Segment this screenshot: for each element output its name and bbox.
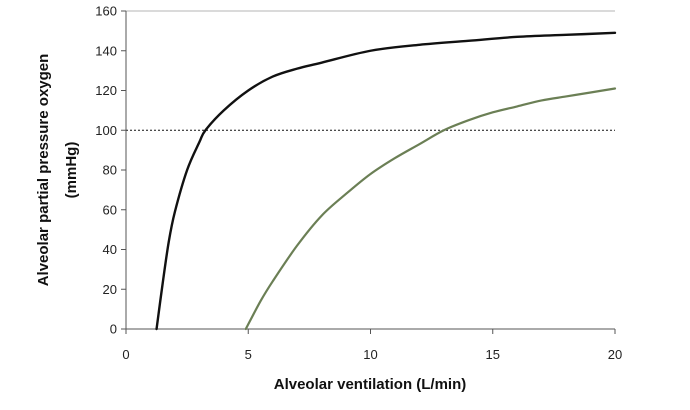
x-axis-title: Alveolar ventilation (L/min) [274, 376, 467, 393]
y-axis-title: Alveolar partial pressure oxygen [35, 54, 52, 287]
series-line-2 [244, 87, 617, 331]
y-axis-unit: (mmHg) [63, 142, 80, 199]
y-tick-label: 40 [103, 242, 117, 257]
y-tick-label: 0 [110, 322, 117, 337]
x-tick-label: 0 [122, 347, 129, 362]
y-tick-label: 20 [103, 282, 117, 297]
series-line-1 [155, 31, 617, 331]
x-tick-label: 20 [608, 347, 622, 362]
x-tick-label: 15 [486, 347, 500, 362]
y-tick-label: 140 [95, 43, 117, 58]
y-tick-label: 60 [103, 202, 117, 217]
y-tick-label: 100 [95, 123, 117, 138]
x-tick-label: 5 [245, 347, 252, 362]
y-tick-label: 160 [95, 4, 117, 19]
y-tick-label: 80 [103, 163, 117, 178]
y-tick-label: 120 [95, 83, 117, 98]
x-tick-label: 10 [363, 347, 377, 362]
